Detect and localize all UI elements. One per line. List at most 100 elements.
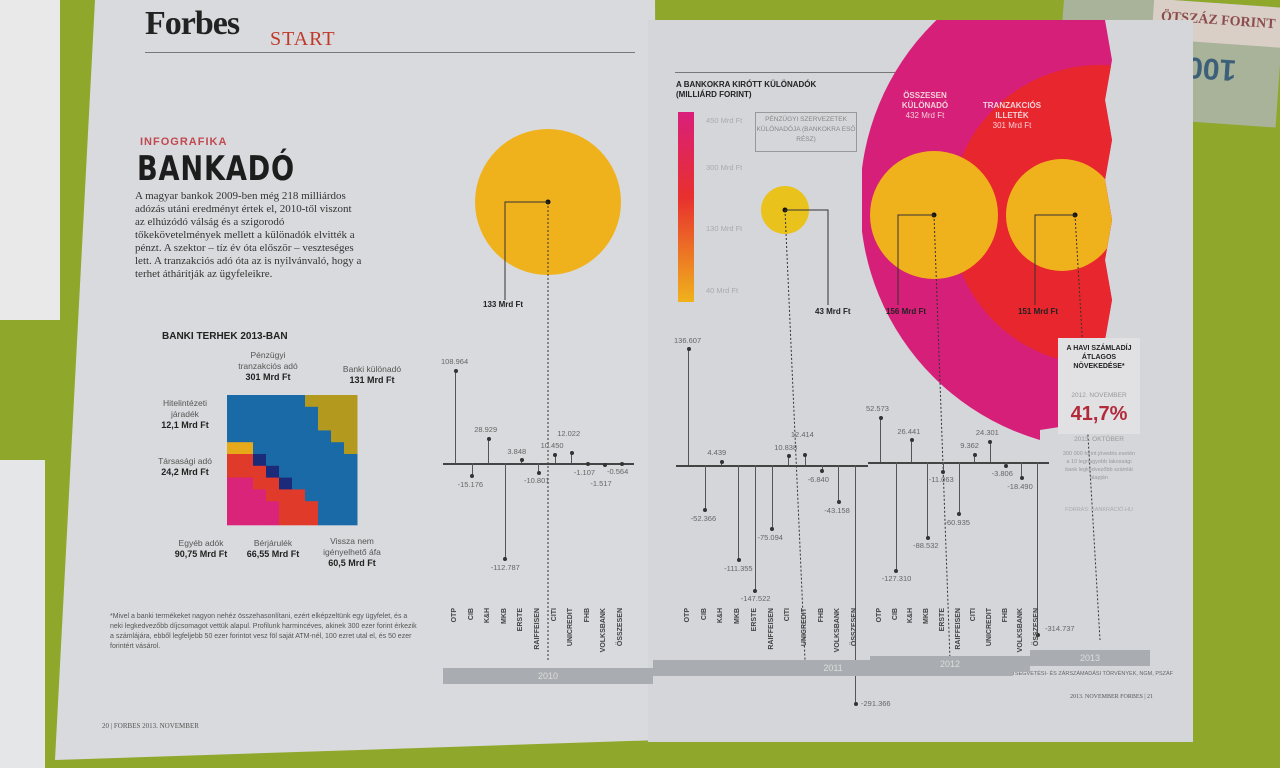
value-dot [836,500,841,505]
mosaic-cell [279,477,293,490]
mosaic-cell [227,477,241,490]
mosaic-cell [292,418,306,431]
value-stem [911,439,913,462]
mosaic-cell [253,454,267,467]
value-stem [804,454,806,465]
mosaic-cell [344,430,358,443]
burden-label: Pénzügyi tranzakciós adó 301 Mrd Ft [238,350,298,382]
value-label: -127.310 [881,574,912,584]
bank-label: VOLKSBANK [1017,608,1025,653]
value-stem [488,438,490,463]
value-dot [853,701,858,706]
mosaic-cell [344,513,358,526]
mosaic-cell [279,454,293,467]
mosaic-cell [279,489,293,502]
callout-value: 41,7% [1070,403,1128,425]
value-dot [878,415,883,420]
mosaic-cell [318,395,332,408]
mosaic-cell [279,501,293,514]
mosaic-cell [305,513,319,526]
bank-label: RAIFFEISEN [954,608,962,650]
mosaic-cell [292,430,306,443]
value-stem [455,370,456,463]
mosaic-cell [266,454,280,467]
mosaic-cell [292,501,306,514]
value-stem [958,462,960,514]
mosaic-cell [292,477,306,490]
value-stem [1037,462,1038,634]
value-stem [895,462,897,571]
mosaic-cell [305,477,319,490]
callout-from: 2012. NOVEMBER [1071,392,1127,399]
value-label: -6.840 [807,474,829,484]
mosaic-cell [318,454,332,467]
mosaic-cell [253,442,267,455]
mosaic-cell [253,406,267,420]
bank-label: OTP [876,608,883,623]
mosaic-cell [305,501,319,514]
mosaic-cell [331,465,345,479]
mosaic-cell [292,454,306,467]
right-folio: 2013. NOVEMBER FORBES | 21 [1070,694,1154,700]
value-label: -291.366 [861,699,891,708]
mosaic-cell [331,501,345,514]
value-dot [619,461,624,466]
mosaic-cell [331,430,345,443]
burden-label: Egyéb adók 90,75 Mrd Ft [174,538,228,559]
mosaic-cell [266,501,280,514]
callout-note: 300 000 forint jövedés esetén a 10 legna… [1062,451,1136,481]
lead-paragraph: A magyar bankok 2009-ben még 218 milliár… [135,190,362,280]
value-label: 52.573 [866,404,889,414]
scale-label: 300 Mrd Ft [706,163,743,172]
mosaic-cell [240,465,254,479]
value-dot [703,508,708,512]
bank-label: RAIFFEISEN [534,608,541,650]
mosaic-cell [253,489,267,502]
value-label: -75.094 [757,532,783,542]
mosaic-cell [305,454,319,467]
year-bar: 2010 [443,668,653,684]
value-label: -52.366 [690,513,717,523]
mosaic-cell [240,501,254,514]
value-stem [504,463,506,559]
bank-label: ERSTE [938,608,946,632]
value-label: 12.022 [557,428,581,438]
scale-label: 130 Mrd Ft [706,224,743,233]
mosaic-cell [331,454,345,467]
value-label: 12.414 [790,430,814,440]
value-label: 136.607 [674,335,702,345]
mosaic-cell [266,465,280,479]
mosaic-cell [253,430,267,443]
mosaic-cell [292,465,306,479]
mosaic-cell [253,501,267,514]
mosaic-cell [344,395,358,408]
value-dot [894,568,899,573]
bank-label: MKB [734,608,742,624]
year-bar: 2013 [1030,650,1150,666]
circle-label-133: 133 Mrd Ft [483,300,524,309]
mosaic-cell [279,406,293,420]
mosaic-cell [227,395,241,408]
mosaic-cell [253,418,267,431]
mosaic-cell [305,465,319,479]
burden-label: Társasági adó 24,2 Mrd Ft [158,456,212,477]
mosaic-cell [318,513,332,526]
bank-label: K&H [717,608,725,624]
burden-title: BANKI TERHEK 2013-BAN [162,331,288,342]
value-stem [754,465,756,591]
mosaic-cell [227,489,241,502]
bank-label: RAIFFEISEN [767,608,775,650]
burden-label: Hitelintézeti járadék 12,1 Mrd Ft [161,398,209,430]
mosaic-cell [305,418,319,431]
keyboard [0,460,45,768]
mosaic-cell [292,442,306,455]
mosaic-cell [240,430,254,443]
mosaic-cell [318,418,332,431]
mosaic-cell [227,465,241,479]
value-label: 3.848 [507,446,527,456]
circle-label-43: 43 Mrd Ft [815,307,851,316]
notebook-paper [0,0,60,320]
value-dot [602,462,607,467]
value-stem [704,465,706,510]
bank-label: ÖSSZESEN [617,608,624,647]
